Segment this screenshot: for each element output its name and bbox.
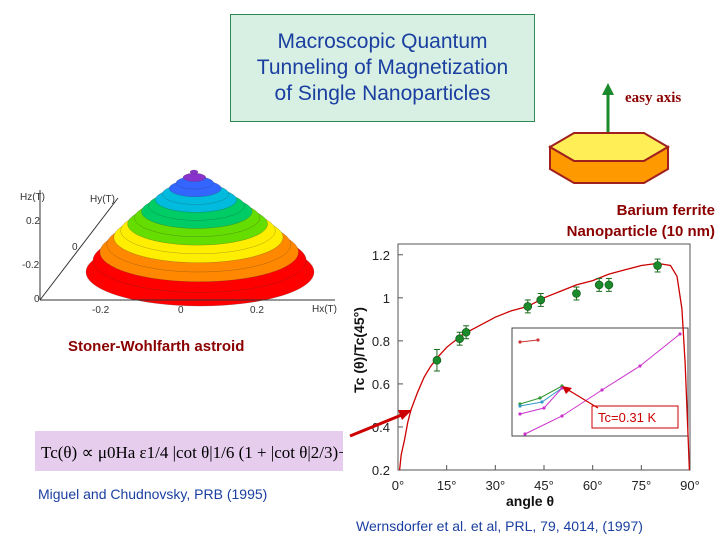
astroid-y-axis	[39, 197, 119, 301]
astroid-contour	[182, 173, 206, 182]
astroid-hz-label: Hz(T)	[20, 192, 45, 203]
x-axis-label: angle θ	[506, 493, 554, 509]
inset-point	[518, 340, 522, 344]
astroid-label: Stoner-Wohlfarth astroid	[68, 338, 245, 355]
title-line-2: Tunneling of Magnetization	[256, 56, 509, 79]
citation-left: Miguel and Chudnovsky, PRB (1995)	[38, 486, 268, 502]
inset-point	[540, 400, 544, 404]
data-point	[432, 355, 442, 365]
annotation-box	[591, 405, 679, 429]
title-line-1: Macroscopic Quantum	[277, 30, 488, 53]
astroid-x-tick: 0	[178, 305, 184, 316]
inset-point	[678, 332, 682, 336]
x-tick-label: 45°	[534, 478, 554, 493]
formula-text: Tc(θ) ∝ μ0Ha ε1/4 |cot θ|1/6 (1 + |cot θ…	[41, 443, 343, 462]
inset-point	[560, 414, 564, 418]
formula: Tc(θ) ∝ μ0Ha ε1/4 |cot θ|1/6 (1 + |cot θ…	[41, 443, 356, 462]
inset-point	[600, 388, 604, 392]
annotation-text: Tc=0.31 K	[598, 410, 657, 425]
astroid-plot: Hz(T) Hy(T) Hx(T) 0.2 0 -0.2 0 -0.2 0 0.…	[20, 169, 337, 316]
astroid-hy-label: Hy(T)	[90, 194, 115, 205]
data-point	[572, 289, 581, 298]
x-tick-label: 75°	[631, 478, 651, 493]
formula-arrowhead	[398, 410, 412, 420]
annotation-pointer	[564, 387, 599, 409]
title-box: Macroscopic Quantum Tunneling of Magneti…	[230, 14, 535, 122]
easy-axis-label: easy axis	[625, 90, 682, 106]
title-line-3: of Single Nanoparticles	[274, 82, 491, 105]
x-tick-label: 60°	[583, 478, 603, 493]
y-tick-label: 0.6	[372, 377, 390, 392]
astroid-surface	[85, 169, 315, 307]
citation-right: Wernsdorfer et al. et al, PRL, 79, 4014,…	[356, 518, 643, 534]
x-tick-label: 0°	[392, 478, 404, 493]
inset-point	[518, 404, 522, 408]
y-tick-label: 0.2	[372, 463, 390, 478]
astroid-z-tick: -0.2	[22, 260, 40, 271]
inset-point	[523, 432, 527, 436]
particle-label-line-1: Barium ferrite	[616, 202, 715, 219]
data-point	[536, 295, 546, 305]
x-tick-label: 15°	[437, 478, 457, 493]
inset-lines	[518, 332, 682, 436]
y-tick-label: 1	[383, 291, 390, 306]
data-point	[604, 280, 614, 290]
astroid-x-tick: -0.2	[92, 305, 110, 316]
astroid-z-tick: 0.2	[26, 216, 40, 227]
y-axis-label: Tc (θ)/Tc(45°)	[351, 307, 367, 393]
inset-point	[538, 396, 542, 400]
y-tick-label: 1.2	[372, 248, 390, 263]
data-point	[523, 302, 533, 311]
data-point	[455, 334, 464, 344]
data-points	[432, 258, 662, 372]
inset-series-line	[519, 339, 539, 343]
particle-label-line-2: Nanoparticle (10 nm)	[566, 223, 715, 240]
tc-angle-chart: 0.20.40.60.811.2 0° 15° 30° 45° 60° 75° 90° Tc…	[349, 243, 700, 509]
data-point	[653, 261, 662, 270]
inset-point	[536, 338, 540, 342]
astroid-x-tick: 0.2	[250, 305, 264, 316]
annotation-arrowhead	[562, 386, 572, 394]
x-tick-label: 30°	[485, 478, 505, 493]
hexagon-side-face	[549, 145, 669, 184]
inset-point	[638, 364, 642, 368]
particle-label: Barium ferrite Nanoparticle (10 nm)	[515, 200, 715, 242]
inset-point	[542, 406, 546, 410]
astroid-z-tick: 0	[72, 242, 78, 253]
astroid-origin-tick: 0	[34, 294, 40, 305]
x-ticks: 0° 15° 30° 45° 60° 75° 90°	[392, 465, 700, 493]
x-tick-label: 90°	[680, 478, 700, 493]
astroid-hx-label: Hx(T)	[312, 304, 337, 315]
data-point	[594, 280, 604, 290]
inset-point	[518, 412, 522, 416]
formula-arrow	[349, 412, 405, 438]
data-point	[461, 327, 471, 337]
easy-axis-arrowhead	[602, 83, 614, 95]
formula-box: Tc(θ) ∝ μ0Ha ε1/4 |cot θ|1/6 (1 + |cot θ…	[35, 431, 356, 471]
y-tick-label: 0.8	[372, 334, 390, 349]
astroid-contour	[189, 169, 199, 175]
particle-illustration	[548, 83, 670, 184]
